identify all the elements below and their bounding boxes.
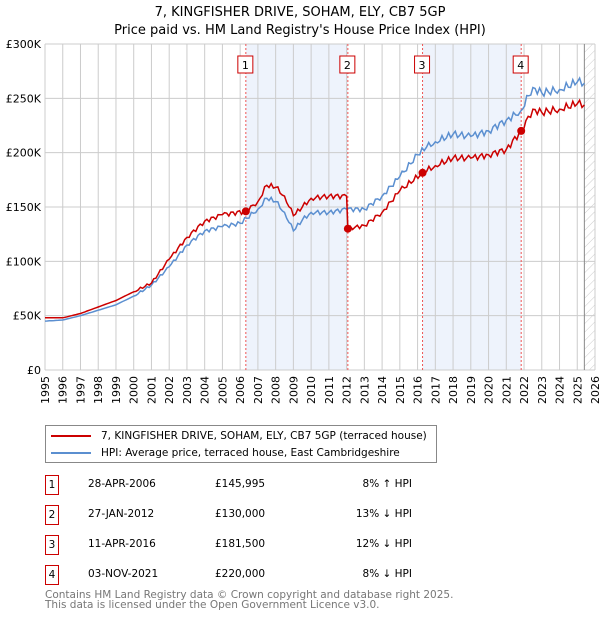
sale-row: 3 11-APR-2016 £181,500 12% ↓ HPI: [45, 535, 465, 555]
x-tick-label: 2018: [447, 376, 460, 404]
sale-number-badge: 2: [45, 505, 59, 525]
x-tick-label: 2001: [145, 376, 158, 404]
sale-label-box: [414, 55, 431, 74]
sale-hpi-diff: 8% ↓ HPI: [362, 568, 412, 580]
x-tick-label: 2024: [554, 376, 567, 404]
x-tick-label: 1996: [57, 376, 70, 404]
sale-label: 3: [419, 59, 426, 72]
x-tick-label: 2013: [358, 376, 371, 404]
x-tick-label: 2025: [571, 376, 584, 404]
x-tick-label: 1999: [110, 376, 123, 404]
footer-line1: Contains HM Land Registry data © Crown c…: [45, 589, 454, 601]
legend-hpi-label: HPI: Average price, terraced house, East…: [101, 447, 400, 459]
x-tick-label: 2000: [128, 376, 141, 404]
x-tick-label: 2016: [412, 376, 425, 404]
x-tick-label: 2019: [465, 376, 478, 404]
sale-row: 1 28-APR-2006 £145,995 8% ↑ HPI: [45, 475, 465, 495]
sale-price: £145,995: [215, 478, 266, 490]
x-tick-label: 2011: [323, 376, 336, 404]
blue-line-icon: [51, 452, 91, 454]
sale-label-box: [237, 55, 254, 74]
hpi-line: [44, 76, 585, 322]
sale-point: [241, 207, 250, 216]
sale-number-badge: 4: [45, 565, 59, 585]
x-tick-label: 2006: [234, 376, 247, 404]
legend-property: 7, KINGFISHER DRIVE, SOHAM, ELY, CB7 5GP…: [51, 430, 427, 442]
footer: Contains HM Land Registry data © Crown c…: [45, 589, 454, 611]
legend: 7, KINGFISHER DRIVE, SOHAM, ELY, CB7 5GP…: [45, 425, 437, 463]
sale-label: 2: [344, 59, 351, 72]
sale-hpi-diff: 12% ↓ HPI: [355, 538, 412, 550]
sale-price: £181,500: [215, 538, 266, 550]
sale-label-box: [512, 55, 529, 74]
sale-hpi-diff: 13% ↓ HPI: [355, 508, 412, 520]
title-text: 7, KINGFISHER DRIVE, SOHAM, ELY, CB7 5GP: [154, 5, 446, 20]
sale-number-badge: 3: [45, 535, 59, 555]
sale-label-box: [339, 55, 356, 74]
x-tick-label: 2021: [500, 376, 513, 404]
sale-date: 11-APR-2016: [88, 538, 156, 550]
sale-date: 28-APR-2006: [88, 478, 156, 490]
y-tick-label: £200K: [6, 147, 42, 160]
x-tick-label: 2005: [216, 376, 229, 404]
y-tick-label: £100K: [6, 255, 42, 268]
x-tick-label: 2015: [394, 376, 407, 404]
chart-title: 7, KINGFISHER DRIVE, SOHAM, ELY, CB7 5GP…: [0, 4, 600, 40]
sale-point: [418, 168, 427, 177]
sale-point: [343, 224, 352, 233]
sale-price: £220,000: [215, 568, 266, 580]
x-tick-label: 2022: [518, 376, 531, 404]
x-tick-label: 2008: [270, 376, 283, 404]
y-tick-label: £250K: [6, 92, 42, 105]
sale-label: 1: [242, 59, 249, 72]
sale-date: 03-NOV-2021: [88, 568, 159, 580]
sale-date: 27-JAN-2012: [88, 508, 155, 520]
x-tick-label: 2020: [483, 376, 496, 404]
x-tick-label: 2002: [163, 376, 176, 404]
subtitle-text: Price paid vs. HM Land Registry's House …: [114, 23, 486, 38]
y-tick-label: £150K: [6, 201, 42, 214]
x-tick-label: 2010: [305, 376, 318, 404]
red-line-icon: [51, 435, 91, 437]
x-tick-label: 2003: [181, 376, 194, 404]
sale-row: 2 27-JAN-2012 £130,000 13% ↓ HPI: [45, 505, 465, 525]
sale-number-badge: 1: [45, 475, 59, 495]
sale-row: 4 03-NOV-2021 £220,000 8% ↓ HPI: [45, 565, 465, 585]
x-tick-label: 2014: [376, 376, 389, 404]
sale-hpi-diff: 8% ↑ HPI: [362, 478, 412, 490]
x-tick-label: 2023: [536, 376, 549, 404]
legend-hpi: HPI: Average price, terraced house, East…: [51, 447, 400, 459]
footer-line2: This data is licensed under the Open Gov…: [45, 599, 380, 611]
x-tick-label: 2009: [287, 376, 300, 404]
x-tick-label: 1995: [39, 376, 52, 404]
y-tick-label: £300K: [6, 38, 42, 51]
x-tick-label: 2012: [341, 376, 354, 404]
price-chart: 1995 1996 1997 1998 1999 2000 2001 2002 2003 2004…: [6, 38, 600, 404]
sale-label: 4: [517, 59, 524, 72]
sale-price: £130,000: [215, 508, 266, 520]
x-tick-label: 2026: [589, 376, 600, 404]
legend-property-label: 7, KINGFISHER DRIVE, SOHAM, ELY, CB7 5GP…: [101, 430, 427, 442]
y-tick-label: £50K: [13, 310, 42, 323]
sale-point: [517, 126, 526, 135]
x-tick-label: 2004: [199, 376, 212, 404]
property-line: [45, 98, 585, 319]
x-tick-label: 2007: [252, 376, 265, 404]
x-tick-label: 2017: [429, 376, 442, 404]
x-tick-label: 1997: [74, 376, 87, 404]
y-tick-label: £0: [27, 364, 41, 377]
x-tick-label: 1998: [92, 376, 105, 404]
